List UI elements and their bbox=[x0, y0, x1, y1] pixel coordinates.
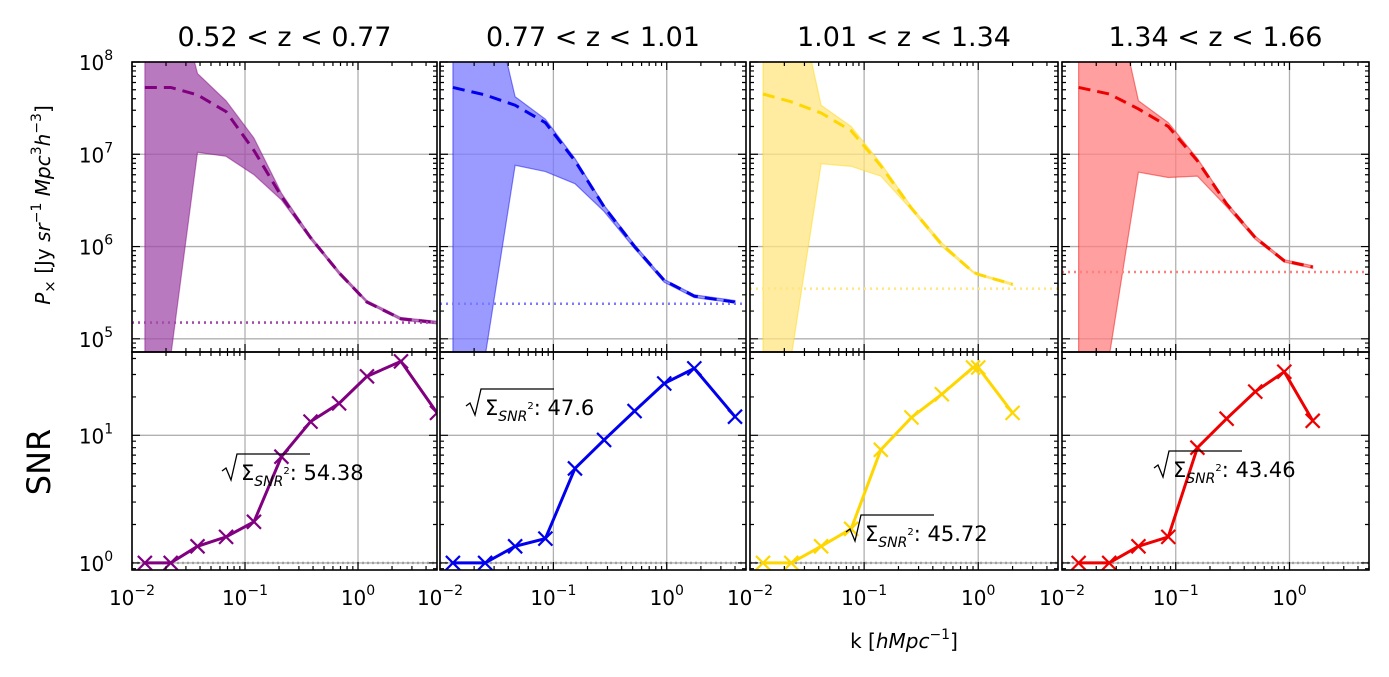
snr-line bbox=[452, 366, 737, 565]
svg-text:ΣSNR2: 45.72: ΣSNR2: 45.72 bbox=[865, 522, 988, 551]
snr-point bbox=[246, 514, 262, 530]
x-tick-label: 10−1 bbox=[841, 583, 887, 610]
svg-text:ΣSNR2: 54.38: ΣSNR2: 54.38 bbox=[241, 461, 364, 490]
x-tick-label: 10−2 bbox=[727, 583, 773, 610]
model-line bbox=[144, 85, 437, 325]
x-tick-label: 100 bbox=[1272, 583, 1306, 610]
snr-total-annotation: ΣSNR2: 43.46 bbox=[1153, 450, 1296, 487]
panel-3: 1.01 < z < 1.34 10−2 10−1 100 ΣSNR2: 45.72 bbox=[727, 22, 1059, 610]
panel-4: 1.34 < z < 1.66 10−2 10−1 100 ΣSNR2: 43.46 bbox=[1039, 22, 1370, 610]
snr-point bbox=[1130, 538, 1147, 555]
snr-point bbox=[1276, 363, 1293, 380]
x-tick-label: 10−2 bbox=[1039, 583, 1085, 610]
snr-point bbox=[843, 521, 859, 537]
panel-2: 0.77 < z < 1.01 10−2 10−1 100 ΣSNR2: 47.6 bbox=[417, 22, 747, 610]
bottom-axes-frame bbox=[1061, 351, 1370, 571]
top-ylabel: P× [Jy sr−1 Mpc3h−3] bbox=[29, 105, 59, 305]
snr-point bbox=[1218, 410, 1235, 427]
snr-point bbox=[965, 359, 981, 376]
snr-total-annotation: ΣSNR2: 54.38 bbox=[221, 453, 364, 490]
x-tick-label: 100 bbox=[341, 583, 375, 610]
x-tick-label: 100 bbox=[961, 583, 995, 610]
snr-point bbox=[970, 359, 987, 376]
snr-point bbox=[755, 555, 771, 570]
snr-point bbox=[903, 409, 920, 426]
snr-point bbox=[477, 555, 493, 570]
snr-point bbox=[727, 408, 743, 425]
y-tick-label: 108 bbox=[79, 48, 113, 75]
snr-point bbox=[686, 360, 703, 377]
svg-text:ΣSNR2: 43.46: ΣSNR2: 43.46 bbox=[1173, 458, 1296, 487]
snr-point bbox=[1160, 529, 1177, 545]
x-tick-label: 100 bbox=[650, 583, 684, 610]
model-line bbox=[1078, 85, 1314, 269]
snr-point bbox=[934, 386, 950, 403]
snr-point bbox=[626, 403, 643, 419]
snr-point bbox=[429, 405, 437, 421]
y-tick-label: 100 bbox=[79, 549, 113, 576]
snr-point bbox=[393, 353, 409, 370]
snr-point bbox=[445, 555, 461, 570]
snr-point bbox=[656, 375, 673, 392]
snr-point bbox=[567, 460, 583, 477]
bottom-axes-frame bbox=[749, 351, 1059, 571]
snr-point bbox=[1304, 413, 1321, 429]
x-tick-label: 10−1 bbox=[222, 583, 268, 610]
xlabel: k [hMpc−1] bbox=[850, 627, 958, 653]
x-tick-label: 10−1 bbox=[530, 583, 576, 610]
snr-total-annotation: ΣSNR2: 45.72 bbox=[845, 514, 988, 551]
panel-1: 0.52 < z < 0.77 10−2 10−1 100 ΣSNR2: 54.38 bbox=[109, 22, 438, 610]
x-tick-label: 10−2 bbox=[417, 583, 463, 610]
y-tick-label: 107 bbox=[79, 140, 113, 167]
snr-point bbox=[218, 529, 234, 545]
snr-point bbox=[331, 395, 347, 412]
snr-point bbox=[137, 555, 153, 570]
x-tick-label: 10−2 bbox=[109, 583, 155, 610]
bottom-axes-frame bbox=[439, 351, 747, 571]
snr-point bbox=[537, 530, 554, 547]
uncertainty-band bbox=[1078, 62, 1314, 352]
bottom-axes-frame bbox=[131, 351, 438, 571]
uncertainty-band bbox=[144, 62, 437, 352]
y-tick-label: 105 bbox=[79, 325, 113, 352]
snr-point bbox=[359, 368, 375, 385]
model-line bbox=[762, 92, 1014, 286]
svg-text:ΣSNR2: 47.6: ΣSNR2: 47.6 bbox=[485, 396, 594, 425]
panel-title: 0.52 < z < 0.77 bbox=[178, 22, 392, 53]
snr-point bbox=[1189, 439, 1206, 456]
snr-point bbox=[302, 413, 319, 430]
uncertainty-band bbox=[762, 62, 1014, 352]
snr-point bbox=[189, 538, 206, 555]
panel-title: 0.77 < z < 1.01 bbox=[486, 22, 700, 53]
snr-point bbox=[1247, 383, 1264, 400]
bottom-ylabel: SNR bbox=[20, 429, 58, 495]
snr-point bbox=[813, 538, 829, 555]
snr-point bbox=[1004, 405, 1021, 421]
x-tick-label: 10−1 bbox=[1153, 583, 1199, 610]
y-tick-label: 101 bbox=[79, 421, 113, 448]
y-tick-label: 106 bbox=[79, 233, 113, 260]
y-tick-labels: 108 107 106 105 101 100 bbox=[79, 48, 113, 576]
panel-title: 1.34 < z < 1.66 bbox=[1109, 22, 1323, 53]
snr-point bbox=[507, 538, 523, 555]
snr-point bbox=[596, 432, 612, 448]
panel-title: 1.01 < z < 1.34 bbox=[797, 22, 1011, 53]
snr-point bbox=[873, 442, 889, 458]
snr-point bbox=[783, 555, 800, 570]
snr-point bbox=[1101, 555, 1117, 570]
snr-point bbox=[1070, 555, 1087, 570]
snr-total-annotation: ΣSNR2: 47.6 bbox=[465, 388, 594, 425]
snr-point bbox=[273, 448, 290, 465]
model-line bbox=[452, 85, 736, 304]
snr-line bbox=[763, 366, 1014, 565]
